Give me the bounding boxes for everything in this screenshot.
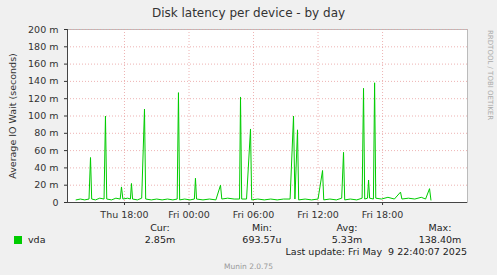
html-text:Min:: Min: <box>252 222 272 233</box>
html-text:Max:: Max: <box>428 222 452 233</box>
svg-text:Fri 18:00: Fri 18:00 <box>362 209 404 220</box>
svg-text:120 m: 120 m <box>28 93 58 104</box>
svg-text:80 m: 80 m <box>34 127 58 138</box>
html-text:vda: vda <box>28 234 46 245</box>
svg-text:100 m: 100 m <box>28 110 58 121</box>
html-text:Avg:: Avg: <box>336 222 358 233</box>
svg-text:160 m: 160 m <box>28 58 58 69</box>
svg-text:180 m: 180 m <box>28 41 58 52</box>
html-text:2.85m: 2.85m <box>144 234 176 245</box>
html-text:RRDTOOL / TOBI OETIKER: RRDTOOL / TOBI OETIKER <box>486 30 494 121</box>
svg-text:Fri 12:00: Fri 12:00 <box>297 209 339 220</box>
svg-text:Fri 00:00: Fri 00:00 <box>168 209 210 220</box>
svg-text:0: 0 <box>52 197 58 208</box>
html-text:Munin 2.0.75: Munin 2.0.75 <box>224 262 273 271</box>
svg-text:40 m: 40 m <box>34 162 58 173</box>
svg-text:20 m: 20 m <box>34 179 58 190</box>
html-text:Cur:: Cur: <box>150 222 170 233</box>
html-text:5.33m: 5.33m <box>331 234 363 245</box>
svg-text:Fri 06:00: Fri 06:00 <box>233 209 275 220</box>
svg-text:140 m: 140 m <box>28 75 58 86</box>
html-text:693.57u: 693.57u <box>242 234 282 245</box>
html-text:Disk latency per device - by d: Disk latency per device - by day <box>151 6 346 20</box>
svg-text:Thu 18:00: Thu 18:00 <box>99 209 148 220</box>
svg-text:60 m: 60 m <box>34 145 58 156</box>
html-text:Last update: Fri May 9 22:40:0: Last update: Fri May 9 22:40:07 2025 <box>285 246 467 257</box>
svg-text:Average IO Wait (seconds): Average IO Wait (seconds) <box>7 53 18 179</box>
svg-text:200 m: 200 m <box>28 24 58 35</box>
html-text:138.40m: 138.40m <box>418 234 462 245</box>
